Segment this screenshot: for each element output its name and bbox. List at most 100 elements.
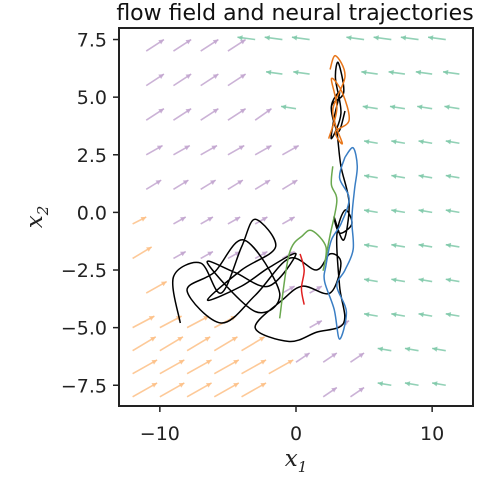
x-axis-label-main: x	[285, 446, 298, 472]
flow-vector	[442, 69, 460, 76]
flow-vector	[373, 35, 392, 41]
flow-vector	[281, 179, 298, 191]
flow-vector	[145, 179, 162, 191]
x-tick-label: −10	[140, 423, 180, 445]
flow-vector	[432, 346, 446, 352]
flow-vector	[391, 312, 406, 318]
y-tick-label: 5.0	[77, 87, 107, 109]
flow-vector	[159, 382, 185, 398]
flow-vector	[173, 144, 191, 156]
flow-vector	[200, 250, 214, 260]
flow-vector	[213, 336, 238, 352]
flow-vector	[159, 359, 185, 375]
y-tick-label: 2.5	[77, 145, 107, 167]
flow-vector	[377, 346, 392, 352]
flow-vector	[445, 277, 460, 283]
y-axis-label-sub: 2	[34, 206, 52, 217]
flow-vector	[254, 144, 272, 156]
flow-vector	[432, 381, 446, 387]
flow-vector	[417, 104, 433, 110]
flow-vector	[227, 179, 244, 191]
x-axis-label: x1	[285, 446, 308, 476]
flow-vector	[200, 73, 219, 87]
flow-vector	[237, 35, 256, 41]
flow-vector	[391, 173, 406, 179]
flow-vector	[241, 336, 266, 352]
flow-vector	[254, 179, 271, 191]
flow-vector	[363, 242, 378, 249]
flow-vector	[132, 246, 153, 260]
y-tick-label: −5.0	[61, 318, 107, 340]
flow-vector	[445, 312, 460, 318]
flow-vector	[186, 336, 211, 352]
y-tick-label: −2.5	[61, 260, 107, 282]
flow-vector	[186, 382, 212, 398]
flow-vector	[322, 386, 338, 398]
flow-vector	[427, 35, 446, 41]
flow-vector	[227, 216, 241, 225]
flow-vector	[281, 144, 300, 156]
flow-vector	[173, 179, 189, 191]
flow-vector	[363, 208, 378, 214]
flow-vector	[241, 359, 267, 375]
flow-vector	[445, 173, 460, 179]
flow-vector	[200, 38, 219, 52]
flow-vector	[418, 242, 433, 249]
trajectory-line	[299, 253, 305, 305]
flow-vector	[159, 336, 184, 352]
flow-vector	[254, 108, 272, 121]
flow-vector	[418, 312, 433, 318]
flow-vector	[132, 359, 158, 375]
flow-vector	[132, 315, 155, 329]
flow-vector	[346, 35, 365, 41]
flow-vector	[363, 277, 378, 283]
flow-vector	[227, 108, 247, 121]
flow-vector	[200, 179, 217, 191]
flow-vector	[415, 69, 433, 76]
flow-vector	[145, 280, 168, 294]
flow-vector	[145, 38, 165, 52]
flow-vector	[186, 359, 212, 375]
flow-vector	[268, 359, 294, 375]
flow-vector	[391, 208, 406, 214]
flow-vector	[227, 73, 247, 87]
flow-vector	[173, 38, 192, 52]
trajectory-line	[327, 54, 351, 145]
trajectory-line	[278, 166, 338, 319]
flow-vector	[391, 242, 406, 249]
flow-vector	[322, 352, 338, 363]
flow-vector	[418, 139, 433, 145]
flow-vector	[227, 144, 245, 156]
flow-vector	[445, 242, 460, 249]
flow-vector	[350, 352, 365, 363]
flow-vector	[173, 250, 187, 260]
flow-vector	[145, 108, 165, 121]
flow-vector	[404, 346, 419, 352]
flow-vector	[280, 104, 297, 110]
flow-vector	[363, 173, 378, 179]
flow-vector	[264, 35, 283, 41]
neural-trajectories	[171, 54, 359, 343]
flow-vector	[145, 144, 163, 156]
flow-vector	[389, 104, 406, 110]
flow-vector	[418, 277, 433, 283]
flow-vector	[173, 216, 187, 225]
flow-vector	[173, 108, 192, 121]
flow-vector	[350, 386, 365, 398]
flow-vector	[200, 216, 214, 225]
flow-vector	[391, 277, 406, 283]
y-axis-ticks: 7.5 5.0 2.5 0.0 −2.5 −5.0 −7.5	[61, 30, 119, 397]
plot-frame	[118, 27, 474, 407]
flow-vector	[418, 208, 433, 214]
flow-vector	[227, 38, 247, 52]
flow-vector	[254, 216, 268, 225]
flow-vector	[400, 35, 419, 41]
flow-vector	[132, 336, 157, 352]
flow-vector	[404, 381, 419, 387]
y-tick-label: 7.5	[77, 30, 107, 52]
flow-vector	[291, 35, 310, 41]
flow-vector	[132, 216, 147, 225]
flow-vector	[213, 359, 240, 375]
flow-vector	[445, 208, 460, 214]
